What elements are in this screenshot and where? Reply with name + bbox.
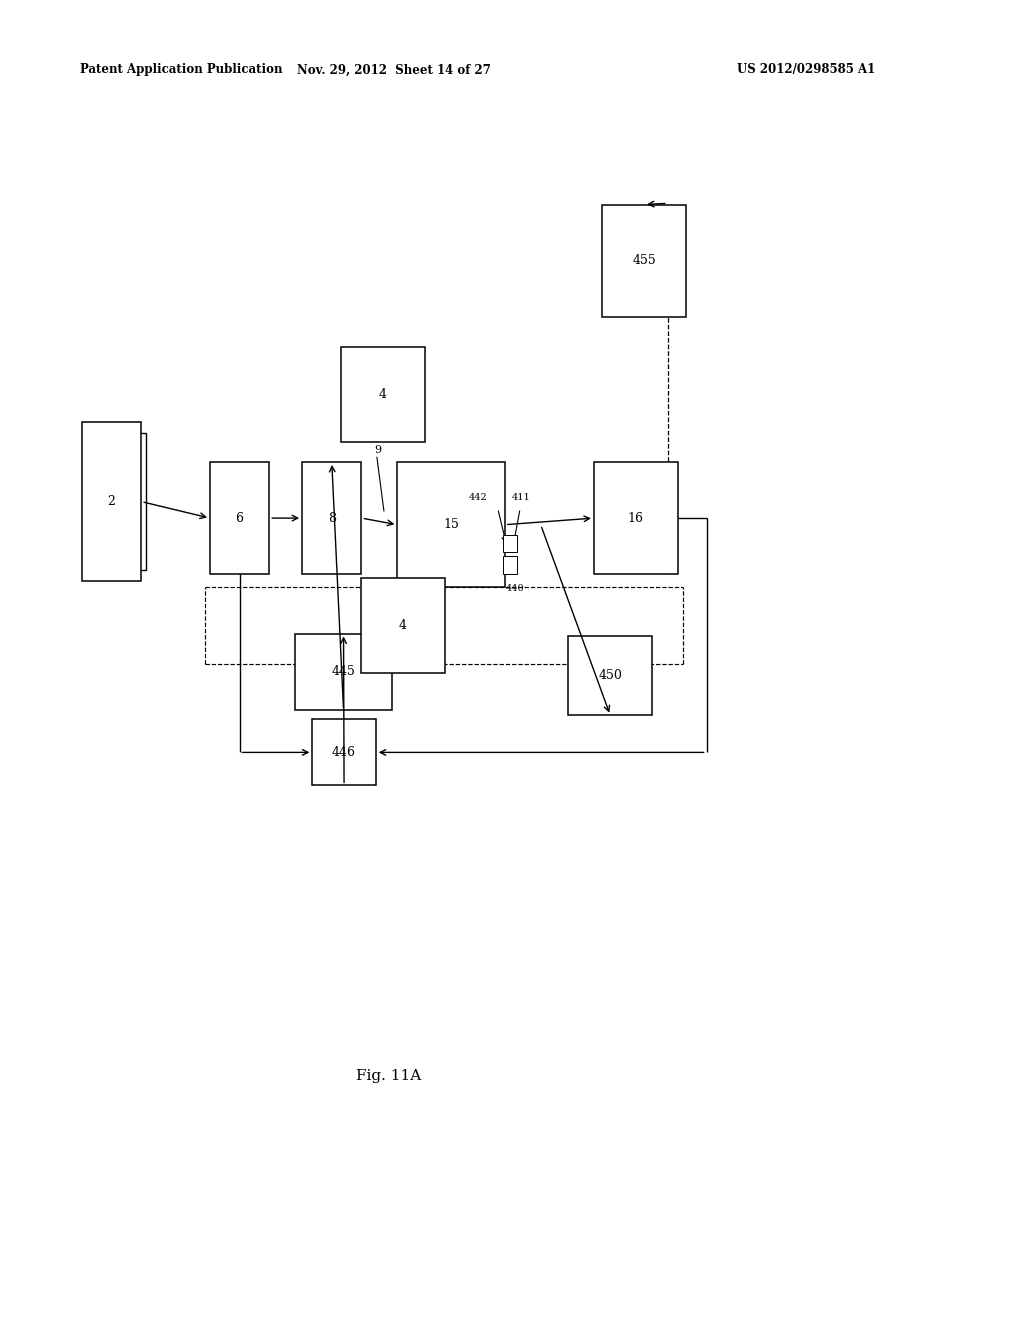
Bar [341,347,425,442]
Text: 2: 2 [108,495,116,508]
Text: Fig. 11A: Fig. 11A [356,1069,422,1082]
Text: 9: 9 [374,445,381,455]
Text: 15: 15 [443,519,459,531]
Text: 446: 446 [332,746,356,759]
Bar [312,719,376,785]
Bar [602,205,686,317]
Bar [360,578,444,673]
Text: 442: 442 [469,492,487,502]
Text: Nov. 29, 2012  Sheet 14 of 27: Nov. 29, 2012 Sheet 14 of 27 [297,63,492,77]
Text: 8: 8 [328,512,336,524]
Bar [82,422,141,581]
Bar [504,557,516,573]
Text: US 2012/0298585 A1: US 2012/0298585 A1 [737,63,876,77]
Bar [504,536,516,552]
Text: 4: 4 [379,388,387,401]
Text: 411: 411 [512,492,530,502]
Text: 6: 6 [236,512,244,524]
Bar [568,636,652,715]
Bar [397,462,505,587]
Bar [295,634,392,710]
Text: 4: 4 [399,619,407,632]
Bar [302,462,361,574]
Text: 450: 450 [598,669,623,682]
Text: 455: 455 [632,255,656,267]
Bar [89,433,146,570]
Bar [210,462,269,574]
Text: Patent Application Publication: Patent Application Publication [80,63,283,77]
Bar [594,462,678,574]
Text: 16: 16 [628,512,644,524]
Text: 445: 445 [332,665,355,678]
Text: 440: 440 [506,583,524,593]
